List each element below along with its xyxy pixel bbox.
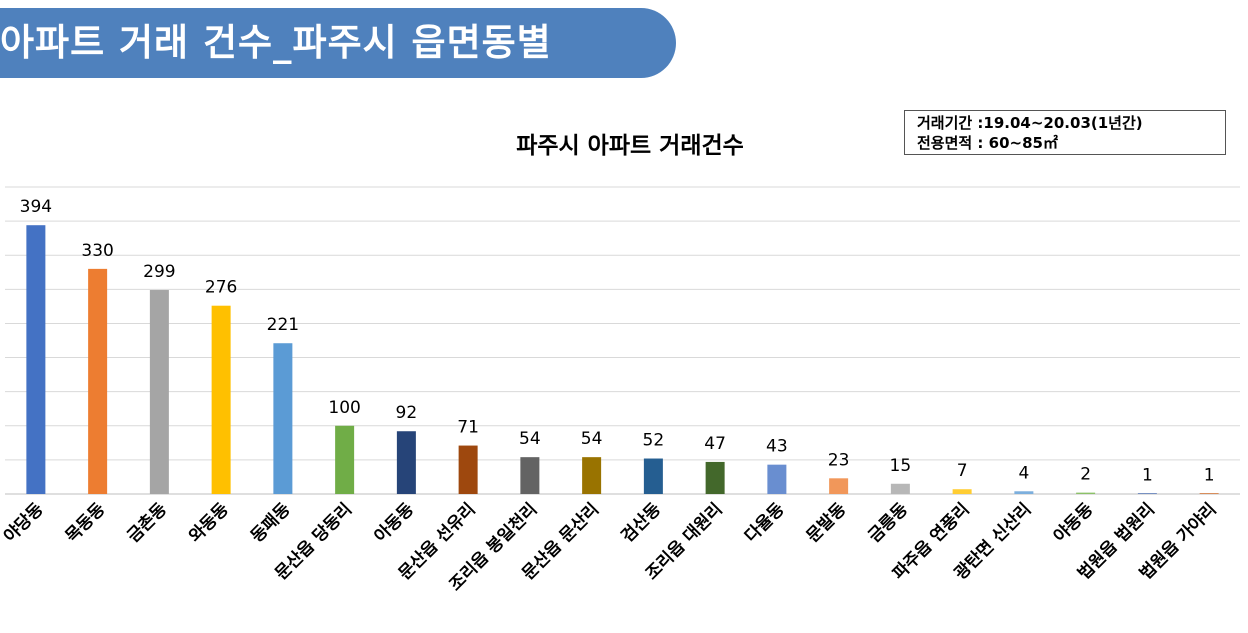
- data-label: 54: [519, 429, 541, 449]
- bar: [88, 268, 108, 494]
- data-label: 1: [1204, 465, 1215, 485]
- category-label: 금촌동: [124, 499, 172, 547]
- data-label: 394: [20, 197, 52, 217]
- category-label: 금릉동: [865, 499, 913, 547]
- info-period: 거래기간 :19.04~20.03(1년간): [917, 114, 1143, 132]
- bar: [767, 464, 787, 494]
- data-label: 71: [457, 418, 479, 438]
- bar: [520, 457, 540, 494]
- data-labels: 394 330 299 276 221 100 92 71 54 54 52 47 43 23 15 7 4 2 1…: [20, 197, 1215, 485]
- data-label: 4: [1018, 463, 1029, 483]
- data-label: 43: [766, 437, 788, 457]
- bar: [705, 461, 725, 494]
- data-label: 47: [704, 434, 726, 454]
- gridlines: [5, 186, 1240, 495]
- category-label: 아동동: [371, 499, 419, 547]
- data-label: 299: [143, 262, 175, 282]
- bar: [1199, 493, 1219, 494]
- info-area: 전용면적 : 60~85㎡: [917, 134, 1058, 152]
- bar: [582, 457, 602, 494]
- data-label: 1: [1142, 465, 1153, 485]
- bar: [26, 225, 46, 494]
- bar: [643, 458, 663, 494]
- category-label: 문발동: [803, 499, 851, 547]
- data-label: 221: [267, 315, 299, 335]
- bar: [829, 478, 849, 494]
- page-title: 아파트 거래 건수_파주시 읍면동별: [0, 21, 552, 64]
- data-label: 330: [81, 241, 113, 261]
- category-label: 다율동: [741, 499, 789, 547]
- category-label: 와동동: [185, 499, 233, 547]
- data-label: 276: [205, 278, 237, 298]
- data-label: 52: [643, 431, 665, 451]
- category-label: 야동동: [1050, 499, 1098, 547]
- bar: [149, 290, 169, 494]
- bar: [396, 431, 416, 494]
- data-label: 7: [957, 461, 968, 481]
- data-label: 2: [1080, 465, 1091, 485]
- bar: [952, 489, 972, 494]
- info-box: 거래기간 :19.04~20.03(1년간) 전용면적 : 60~85㎡: [904, 110, 1226, 155]
- data-label: 54: [581, 429, 603, 449]
- category-label: 동패동: [247, 499, 295, 547]
- data-label: 92: [396, 403, 418, 423]
- category-label: 검산동: [618, 499, 666, 547]
- bar: [273, 343, 293, 494]
- bars: [26, 225, 1219, 494]
- header-banner: [0, 8, 676, 78]
- data-label: 100: [328, 398, 360, 418]
- bar: [211, 305, 231, 494]
- bar: [890, 483, 910, 494]
- bar: [1014, 491, 1034, 494]
- data-label: 15: [890, 456, 912, 476]
- category-label: 목동동: [62, 499, 110, 547]
- bar: [335, 425, 355, 494]
- bar: [1076, 492, 1096, 494]
- category-label: 야당동: [0, 499, 48, 547]
- chart-title: 파주시 아파트 거래건수: [516, 133, 744, 159]
- data-label: 23: [828, 450, 850, 470]
- bar: [458, 445, 478, 494]
- bar: [1137, 493, 1157, 494]
